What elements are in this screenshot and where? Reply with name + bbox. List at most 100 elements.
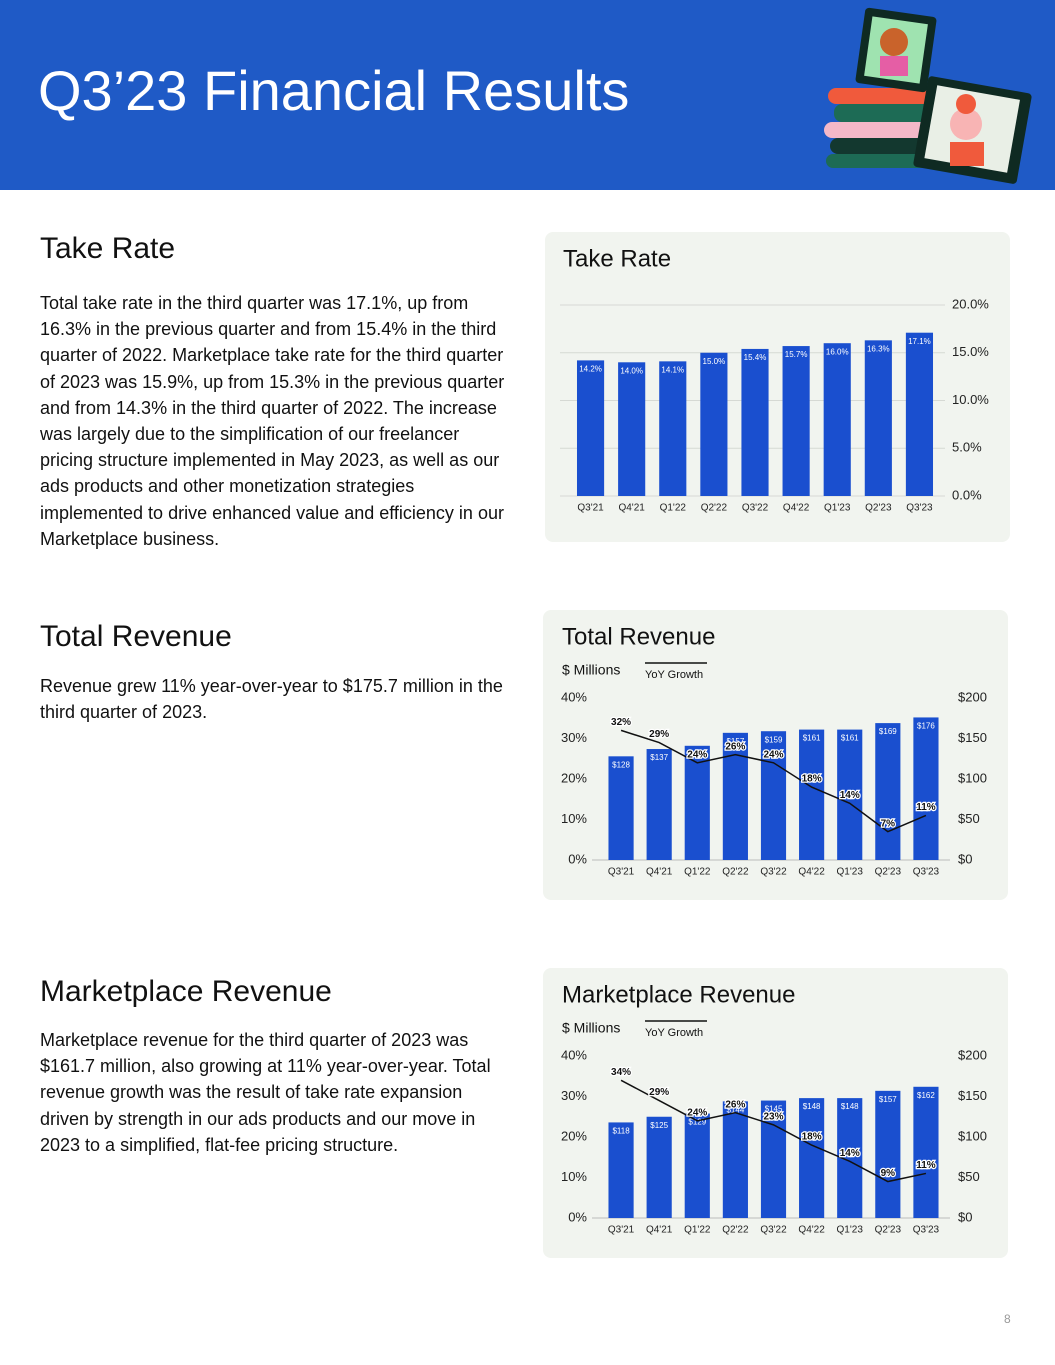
value-label: $157 <box>879 1095 897 1104</box>
x-tick-label: Q1'23 <box>824 503 851 514</box>
x-tick-label: Q4'22 <box>783 503 810 514</box>
y2-tick-label: $200 <box>958 1047 987 1062</box>
y2-tick-label: $0 <box>958 851 972 866</box>
x-tick-label: Q3'23 <box>906 503 933 514</box>
bar <box>618 362 646 496</box>
chart-title: Take Rate <box>563 245 671 272</box>
value-label: $162 <box>917 1091 935 1100</box>
section-text: Marketplace revenue for the third quarte… <box>40 1030 491 1155</box>
value-label: 14% <box>840 790 860 801</box>
value-label: $148 <box>841 1102 859 1111</box>
value-label: 11% <box>916 802 936 813</box>
bar <box>913 717 939 860</box>
x-tick-label: Q3'21 <box>577 503 604 514</box>
section-text: Total take rate in the third quarter was… <box>40 293 505 549</box>
value-label: 16.0% <box>826 347 849 356</box>
chart-panel: Total Revenue $ Millions 0% 10% 20% 30% 40% $0 $… <box>543 610 1008 900</box>
value-label: $159 <box>765 735 783 744</box>
value-label: $161 <box>841 734 859 743</box>
y-tick-label: 0.0% <box>952 487 982 502</box>
value-label: $141 <box>688 750 706 759</box>
y-tick-label: 10% <box>561 1169 587 1184</box>
value-label: 18% <box>802 774 822 785</box>
value-label: 16.3% <box>867 344 890 353</box>
value-label: 32% <box>611 717 631 728</box>
illustration <box>824 7 1032 184</box>
value-label: 15.7% <box>785 350 808 359</box>
value-label: 24% <box>687 1107 707 1118</box>
bar <box>608 1122 634 1218</box>
value-label: 29% <box>649 1087 669 1098</box>
section-text: Revenue grew 11% year-over-year to $175.… <box>40 676 503 723</box>
value-label: $129 <box>688 1118 706 1127</box>
value-label: $125 <box>650 1121 668 1130</box>
x-tick-label: Q1'23 <box>837 1225 864 1236</box>
value-label: $169 <box>879 727 897 736</box>
y-tick-label: 30% <box>561 730 587 745</box>
chart: Take Rate 0.0% 5.0% 10.0% 15.0% 20.0% Q3'21 Q4'… <box>560 245 989 514</box>
value-label: $145 <box>765 1105 783 1114</box>
value-label: 14.0% <box>620 366 643 375</box>
value-label: 11% <box>916 1160 936 1171</box>
x-tick-label: Q1'22 <box>660 503 687 514</box>
value-label: 18% <box>802 1132 822 1143</box>
chart-title: Marketplace Revenue <box>562 981 795 1008</box>
bar <box>799 1098 825 1218</box>
bar <box>864 340 892 496</box>
page-number: 8 <box>1004 1312 1011 1326</box>
y-tick-label: 15.0% <box>952 344 989 359</box>
y-tick-label: 5.0% <box>952 440 982 455</box>
x-tick-label: Q3'23 <box>913 1225 940 1236</box>
value-label: $144 <box>726 1105 744 1114</box>
value-label: $137 <box>650 753 668 762</box>
bar <box>684 1113 710 1218</box>
chart-subtitle: $ Millions <box>562 1020 620 1036</box>
x-tick-label: Q2'22 <box>722 867 749 878</box>
value-label: 14% <box>840 1148 860 1159</box>
bar <box>905 332 934 496</box>
value-label: 29% <box>649 729 669 740</box>
y-tick-label: 10% <box>561 811 587 826</box>
value-label: 14.1% <box>661 365 684 374</box>
x-tick-label: Q1'23 <box>837 867 864 878</box>
y-tick-label: 20% <box>561 1128 587 1143</box>
x-tick-label: Q3'21 <box>608 867 635 878</box>
bar <box>837 729 863 860</box>
x-tick-label: Q4'22 <box>798 1225 825 1236</box>
bar <box>782 346 810 496</box>
bar <box>722 1101 748 1218</box>
y2-tick-label: $0 <box>958 1209 972 1224</box>
value-label: $157 <box>726 737 744 746</box>
value-label: 34% <box>611 1067 631 1078</box>
y2-tick-label: $100 <box>958 1128 987 1143</box>
x-tick-label: Q2'23 <box>875 1225 902 1236</box>
chart-panel: Take Rate 0.0% 5.0% 10.0% 15.0% 20.0% Q3'21 Q4'… <box>545 232 1010 542</box>
value-label: 7% <box>881 818 896 829</box>
chart-title: Total Revenue <box>562 623 715 650</box>
bar <box>700 352 728 496</box>
value-label: $148 <box>803 1102 821 1111</box>
y2-tick-label: $50 <box>958 811 980 826</box>
bar <box>875 1090 901 1218</box>
y2-tick-label: $50 <box>958 1169 980 1184</box>
y2-tick-label: $100 <box>958 770 987 785</box>
value-label: 14.2% <box>579 364 602 373</box>
x-tick-label: Q2'22 <box>722 1225 749 1236</box>
legend-label: YoY Growth <box>645 1027 703 1039</box>
chart: Marketplace Revenue $ Millions 0% 10% 20% 30%… <box>561 981 987 1236</box>
bar <box>659 361 687 496</box>
line <box>620 1079 927 1183</box>
line <box>620 729 927 833</box>
x-tick-label: Q1'22 <box>684 867 711 878</box>
page-title: Q3’23 Financial Results <box>38 59 630 122</box>
bar <box>760 731 787 860</box>
value-label: $128 <box>612 760 630 769</box>
chart-panel: Marketplace Revenue $ Millions 0% 10% 20% 30%… <box>543 968 1008 1258</box>
y-tick-label: 0% <box>568 851 587 866</box>
bar <box>576 360 605 496</box>
x-tick-label: Q3'21 <box>608 1225 635 1236</box>
header-banner: Q3’23 Financial Results <box>0 0 1055 190</box>
x-tick-label: Q4'21 <box>646 1225 673 1236</box>
x-tick-label: Q3'22 <box>742 503 769 514</box>
